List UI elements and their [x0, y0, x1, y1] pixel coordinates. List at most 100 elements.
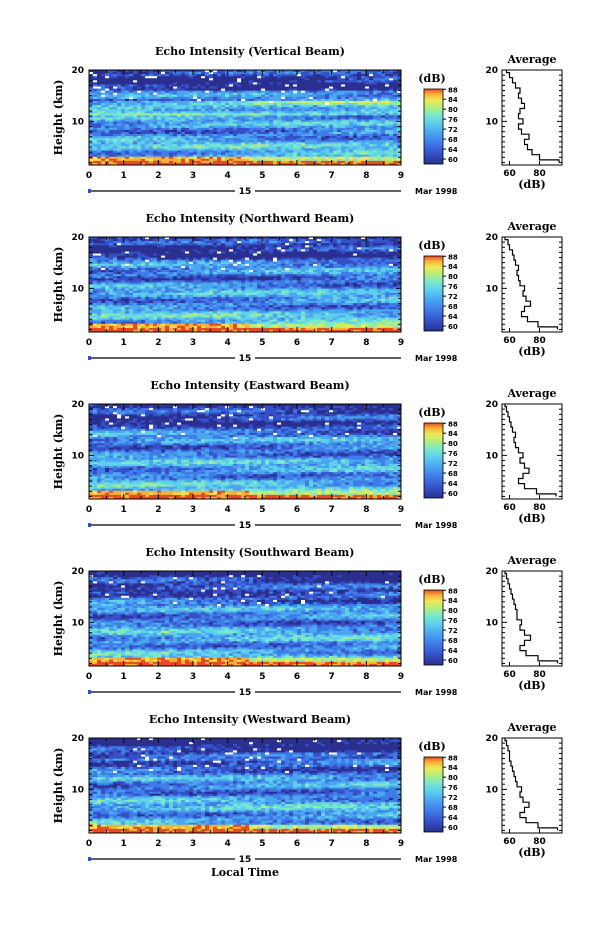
x-tick-label: 6	[294, 505, 300, 515]
x-tick-label: 3	[190, 505, 196, 515]
x-tick-label: 2	[155, 505, 161, 515]
x-tick-label: 7	[329, 338, 335, 348]
colorbar-unit: (dB)	[418, 239, 445, 252]
day-label: 15	[239, 354, 252, 364]
colorbar: (dB) 60 64 68 72 76 80 84 88	[418, 740, 458, 833]
colorbar-tick-label: 68	[448, 637, 458, 645]
x-tick-label: 9	[398, 505, 404, 515]
colorbar-tick-label: 80	[448, 607, 458, 615]
y-axis: 10 20	[71, 400, 401, 497]
profile-frame	[501, 570, 563, 667]
profile-y-tick-label: 20	[485, 233, 498, 243]
x-axis-label: Local Time	[211, 866, 279, 879]
x-axis: 0 1 2 3 4 5 6 7 8 9	[86, 70, 404, 181]
x-tick-label: 7	[329, 505, 335, 515]
x-tick-label: 9	[398, 171, 404, 181]
colorbar: (dB) 60 64 68 72 76 80 84 88	[418, 573, 458, 666]
heatmap	[89, 738, 402, 834]
day-label: 15	[239, 521, 252, 531]
x-tick-label: 1	[121, 338, 127, 348]
date-label: Mar 1998	[415, 354, 458, 363]
heatmap	[89, 404, 402, 500]
colorbar-tick-label: 68	[448, 136, 458, 144]
panel-title: Echo Intensity (Westward Beam)	[149, 713, 351, 726]
colorbar-tick-label: 60	[448, 323, 458, 331]
colorbar: (dB) 60 64 68 72 76 80 84 88	[418, 406, 458, 499]
colorbar-tick-label: 76	[448, 784, 458, 792]
profile-x-label: (dB)	[518, 679, 545, 692]
colorbar-tick-label: 68	[448, 470, 458, 478]
colorbar-unit: (dB)	[418, 740, 445, 753]
x-tick-label: 4	[225, 171, 231, 181]
panel-title: Echo Intensity (Northward Beam)	[146, 212, 355, 225]
colorbar-tick-label: 64	[448, 647, 458, 655]
profile-x-tick-label: 60	[503, 837, 516, 847]
colorbar-tick-label: 88	[448, 754, 458, 762]
heatmap	[89, 70, 402, 166]
x-tick-label: 4	[225, 839, 231, 849]
x-axis: 0 1 2 3 4 5 6 7 8 9	[86, 571, 404, 682]
panel-title: Echo Intensity (Vertical Beam)	[155, 45, 345, 58]
colorbar-tick-label: 84	[448, 764, 458, 772]
colorbar-tick-label: 84	[448, 430, 458, 438]
average-profile: Average 10 20 60 80(dB)	[485, 721, 563, 859]
x-tick-label: 6	[294, 171, 300, 181]
profile-x-tick-label: 60	[503, 336, 516, 346]
y-tick-label: 10	[71, 117, 84, 127]
colorbar-tick-label: 76	[448, 450, 458, 458]
profile-y-tick-label: 10	[485, 618, 498, 628]
colorbar-gradient	[423, 255, 444, 332]
colorbar-unit: (dB)	[418, 406, 445, 419]
profile-x-label: (dB)	[518, 178, 545, 191]
profile-x-tick-label: 80	[533, 503, 546, 513]
x-axis: 0 1 2 3 4 5 6 7 8 9	[86, 738, 404, 849]
panel-5: Echo Intensity (Westward Beam) 0 1 2 3 4 5 6 7 8 9…	[52, 713, 563, 879]
average-profile: Average 10 20 60 80(dB)	[485, 387, 563, 525]
profile-title: Average	[506, 721, 556, 734]
average-profile: Average 10 20 60 80(dB)	[485, 53, 563, 191]
y-tick-label: 10	[71, 618, 84, 628]
colorbar-tick-label: 88	[448, 86, 458, 94]
x-tick-label: 7	[329, 171, 335, 181]
x-tick-label: 3	[190, 171, 196, 181]
x-tick-label: 3	[190, 672, 196, 682]
y-axis-label: Height (km)	[52, 414, 65, 490]
x-tick-label: 6	[294, 672, 300, 682]
profile-y-tick-label: 20	[485, 400, 498, 410]
profile-x-tick-label: 60	[503, 670, 516, 680]
day-start-marker	[88, 857, 91, 861]
profile-x-tick-label: 60	[503, 503, 516, 513]
colorbar-tick-label: 80	[448, 106, 458, 114]
colorbar-gradient	[423, 88, 444, 165]
x-tick-label: 0	[86, 672, 92, 682]
colorbar-tick-label: 64	[448, 313, 458, 321]
profile-frame	[501, 403, 563, 500]
colorbar-tick-label: 68	[448, 804, 458, 812]
profile-x-tick-label: 80	[533, 169, 546, 179]
y-tick-label: 10	[71, 284, 84, 294]
colorbar-tick-label: 72	[448, 794, 458, 802]
colorbar-gradient	[423, 422, 444, 499]
colorbar-tick-label: 64	[448, 480, 458, 488]
y-axis-label: Height (km)	[52, 581, 65, 657]
profile-x-tick-label: 80	[533, 837, 546, 847]
colorbar-tick-label: 80	[448, 774, 458, 782]
average-profile: Average 10 20 60 80(dB)	[485, 554, 563, 692]
y-tick-label: 20	[71, 567, 84, 577]
colorbar-gradient	[423, 756, 444, 833]
x-tick-label: 1	[121, 505, 127, 515]
y-axis: 10 20	[71, 66, 401, 163]
colorbar-tick-label: 60	[448, 490, 458, 498]
x-tick-label: 5	[259, 839, 265, 849]
profile-x-tick-label: 80	[533, 670, 546, 680]
colorbar-tick-label: 80	[448, 440, 458, 448]
colorbar-tick-label: 72	[448, 126, 458, 134]
x-tick-label: 6	[294, 338, 300, 348]
y-axis: 10 20	[71, 567, 401, 664]
colorbar-tick-label: 72	[448, 627, 458, 635]
x-tick-label: 7	[329, 672, 335, 682]
profile-x-label: (dB)	[518, 512, 545, 525]
profile-x-label: (dB)	[518, 345, 545, 358]
profile-y-tick-label: 20	[485, 567, 498, 577]
x-tick-label: 2	[155, 171, 161, 181]
